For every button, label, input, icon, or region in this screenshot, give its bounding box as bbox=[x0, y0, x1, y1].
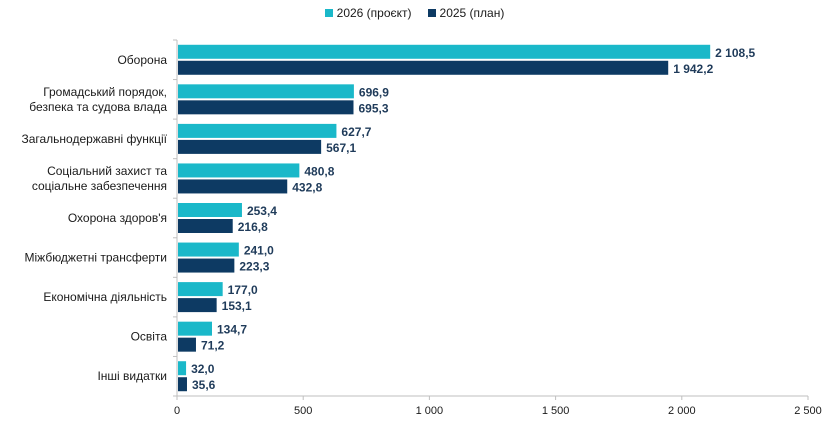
bar bbox=[178, 242, 239, 257]
category-label: Інші видатки bbox=[97, 369, 167, 383]
data-label: 223,3 bbox=[239, 260, 269, 274]
data-label: 216,8 bbox=[238, 220, 268, 234]
data-label: 134,7 bbox=[217, 323, 247, 337]
bar bbox=[178, 298, 217, 313]
bar bbox=[178, 337, 196, 352]
legend-label-2026: 2026 (проєкт) bbox=[336, 6, 412, 20]
bar bbox=[178, 84, 354, 99]
category-label: Освіта bbox=[131, 330, 168, 344]
data-label: 1 942,2 bbox=[673, 62, 713, 76]
category-label: соціальне забезпечення bbox=[32, 179, 167, 193]
bar bbox=[178, 163, 300, 178]
bar bbox=[178, 361, 187, 376]
bar bbox=[178, 282, 223, 297]
data-label: 153,1 bbox=[222, 299, 252, 313]
data-label: 480,8 bbox=[304, 164, 334, 178]
data-label: 627,7 bbox=[341, 125, 371, 139]
bar bbox=[178, 219, 233, 233]
data-label: 2 108,5 bbox=[715, 46, 755, 60]
legend-label-2025: 2025 (план) bbox=[439, 6, 505, 20]
x-tick-label: 2 000 bbox=[668, 405, 696, 417]
data-label: 241,0 bbox=[244, 244, 274, 258]
category-label: безпека та судова влада bbox=[29, 100, 167, 114]
data-label: 432,8 bbox=[292, 180, 322, 194]
category-label: Охорона здоров'я bbox=[68, 211, 167, 225]
data-label: 696,9 bbox=[359, 85, 389, 99]
category-label: Громадський порядок, bbox=[43, 85, 167, 99]
bar bbox=[178, 60, 669, 75]
data-label: 567,1 bbox=[326, 141, 356, 155]
bar bbox=[178, 139, 322, 154]
category-label: Соціальний захист та bbox=[47, 164, 167, 178]
data-label: 253,4 bbox=[247, 204, 277, 218]
bar bbox=[178, 377, 187, 392]
category-label: Оборона bbox=[117, 53, 167, 67]
bar bbox=[178, 258, 235, 273]
category-label: Міжбюджетні трансферти bbox=[25, 251, 168, 265]
data-label: 177,0 bbox=[228, 283, 258, 297]
x-tick-label: 500 bbox=[294, 405, 312, 417]
data-label: 35,6 bbox=[192, 378, 216, 392]
x-tick-label: 2 500 bbox=[794, 405, 822, 417]
legend-swatch-2025 bbox=[427, 9, 436, 17]
bar bbox=[178, 44, 711, 59]
x-tick-label: 0 bbox=[174, 405, 180, 417]
bar bbox=[178, 123, 337, 138]
legend-swatch-2026 bbox=[324, 9, 333, 17]
bar bbox=[178, 179, 288, 194]
legend-item-2026: 2026 (проєкт) bbox=[324, 6, 412, 20]
x-tick-label: 1 000 bbox=[416, 405, 444, 417]
bar bbox=[178, 321, 212, 336]
category-label: Загальнодержавні функції bbox=[21, 132, 167, 146]
bar bbox=[178, 100, 354, 115]
data-label: 695,3 bbox=[358, 101, 388, 115]
legend-item-2025: 2025 (план) bbox=[427, 6, 505, 20]
legend: 2026 (проєкт) 2025 (план) bbox=[0, 6, 829, 20]
category-label: Економічна діяльність bbox=[43, 290, 167, 304]
bar bbox=[178, 203, 242, 217]
x-tick-label: 1 500 bbox=[542, 405, 570, 417]
data-label: 32,0 bbox=[191, 362, 215, 376]
data-label: 71,2 bbox=[201, 339, 225, 353]
